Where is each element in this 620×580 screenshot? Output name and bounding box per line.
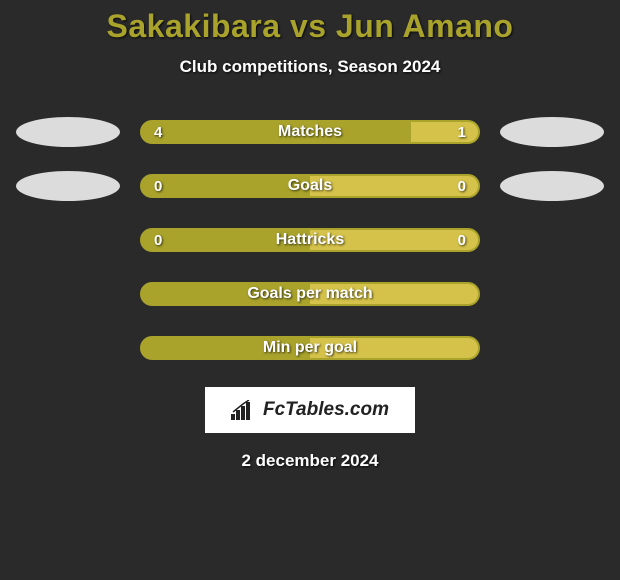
stat-bar: Hattricks0 0 <box>140 228 480 252</box>
stat-label: Hattricks <box>142 230 478 250</box>
player-right-name: Jun Amano <box>336 8 514 44</box>
player-left-name: Sakakibara <box>107 8 281 44</box>
source-badge[interactable]: FcTables.com <box>205 387 415 433</box>
vs-text: vs <box>281 8 336 44</box>
stat-bar: Min per goal <box>140 336 480 360</box>
stat-label: Goals <box>142 176 478 196</box>
stat-bar: Matches4 1 <box>140 120 480 144</box>
bar-chart-icon <box>231 400 255 420</box>
page-title: Sakakibara vs Jun Amano <box>0 8 620 45</box>
stat-label: Goals per match <box>142 284 478 304</box>
avatar-spacer <box>500 333 604 363</box>
date-text: 2 december 2024 <box>0 451 620 471</box>
avatar-spacer <box>16 333 120 363</box>
avatar-spacer <box>500 225 604 255</box>
stat-row: Matches4 1 <box>0 117 620 147</box>
stat-row: Goals per match <box>0 279 620 309</box>
player-left-avatar <box>16 117 120 147</box>
player-left-avatar <box>16 171 120 201</box>
player-right-avatar <box>500 171 604 201</box>
stat-label: Matches <box>142 122 478 142</box>
stat-left-value: 4 <box>142 122 174 142</box>
stat-bar: Goals0 0 <box>140 174 480 198</box>
stat-left-value: 0 <box>142 230 174 250</box>
badge-row: FcTables.com <box>0 387 620 433</box>
stat-bar: Goals per match <box>140 282 480 306</box>
avatar-spacer <box>16 225 120 255</box>
stat-rows: Matches41Goals00Hattricks00Goals per mat… <box>0 117 620 363</box>
stat-right-value: 0 <box>446 176 478 196</box>
stat-row: Goals0 0 <box>0 171 620 201</box>
subtitle: Club competitions, Season 2024 <box>0 57 620 77</box>
stat-left-value: 0 <box>142 176 174 196</box>
avatar-spacer <box>500 279 604 309</box>
stat-label: Min per goal <box>142 338 478 358</box>
avatar-spacer <box>16 279 120 309</box>
stat-row: Hattricks0 0 <box>0 225 620 255</box>
stat-right-value: 0 <box>446 230 478 250</box>
stat-row: Min per goal <box>0 333 620 363</box>
player-right-avatar <box>500 117 604 147</box>
comparison-container: Sakakibara vs Jun Amano Club competition… <box>0 0 620 471</box>
badge-text: FcTables.com <box>263 399 389 421</box>
stat-right-value: 1 <box>446 122 478 142</box>
